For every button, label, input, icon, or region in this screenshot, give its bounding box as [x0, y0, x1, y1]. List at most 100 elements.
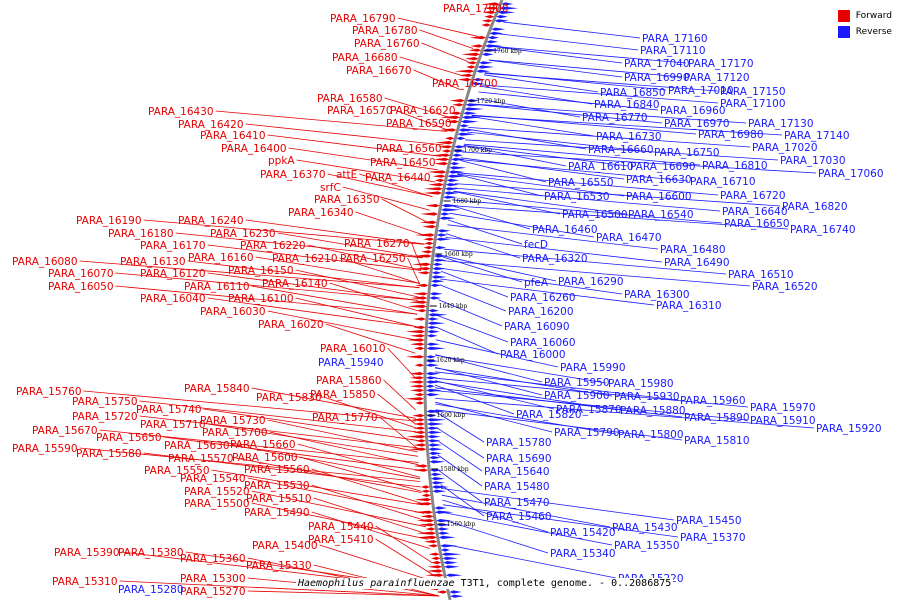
forward-gene-arrow: [413, 426, 426, 430]
leader-line: [449, 212, 595, 238]
leader-line: [460, 157, 625, 180]
forward-gene-arrow: [434, 178, 445, 182]
gene-label: PARA_15600: [232, 452, 298, 464]
gene-label: PARA_15970: [750, 402, 816, 414]
gene-label: srfC: [320, 182, 341, 194]
reverse-gene-arrow: [426, 409, 446, 413]
reverse-gene-arrow: [426, 342, 440, 346]
reverse-gene-arrow: [447, 174, 467, 178]
leader-line: [463, 145, 567, 167]
forward-gene-arrow: [413, 443, 427, 447]
reverse-gene-arrow: [496, 15, 508, 19]
leader-line: [434, 384, 515, 415]
reverse-gene-arrow: [441, 204, 460, 208]
gene-label: PARA_15870: [556, 404, 622, 416]
reverse-gene-arrow: [501, 2, 514, 6]
reverse-gene-arrow: [426, 418, 447, 422]
gene-label: PARA_16530: [544, 191, 610, 203]
gene-label: PARA_15430: [612, 522, 678, 534]
gene-label: PARA_16190: [76, 215, 142, 227]
forward-gene-arrow: [424, 540, 438, 544]
tick-label: 1660 kbp: [444, 251, 473, 258]
gene-label: PARA_16300: [624, 289, 690, 301]
gene-label: PARA_15850: [310, 389, 376, 401]
reverse-gene-arrow: [427, 435, 441, 439]
reverse-gene-arrow: [431, 481, 445, 485]
forward-swatch: [837, 10, 850, 22]
gene-label: PARA_16850: [600, 87, 666, 99]
gene-label: PARA_16550: [548, 177, 614, 189]
reverse-gene-arrow: [473, 78, 485, 82]
reverse-gene-arrow: [426, 393, 440, 397]
forward-gene-arrow: [412, 292, 428, 296]
genome-caption: Haemophilus parainfluenzae T3T1, complet…: [296, 578, 674, 589]
gene-label: PARA_15740: [136, 404, 202, 416]
gene-label: PARA_16310: [656, 300, 722, 312]
gene-label: PARA_17110: [640, 45, 706, 57]
forward-gene-arrow: [417, 271, 430, 275]
reverse-gene-arrow: [476, 69, 490, 73]
leader-line: [438, 299, 503, 327]
reverse-gene-arrow: [439, 216, 456, 220]
tick-label: 1720 kbp: [477, 98, 506, 105]
gene-label: PARA_16450: [370, 157, 436, 169]
gene-label: PARA_16400: [221, 143, 287, 155]
gene-label: PARA_16140: [262, 278, 328, 290]
forward-gene-arrow: [440, 115, 460, 119]
reverse-gene-arrow: [434, 506, 447, 510]
legend-forward: Forward: [837, 8, 892, 24]
gene-label: PARA_16580: [317, 93, 383, 105]
leader-line: [79, 447, 421, 482]
legend-reverse-label: Reverse: [855, 27, 892, 37]
reverse-gene-arrow: [429, 296, 441, 300]
forward-gene-arrow: [409, 372, 425, 376]
leader-line: [467, 128, 587, 150]
forward-gene-arrow: [409, 342, 425, 346]
gene-label: PARA_15720: [72, 411, 138, 423]
reverse-gene-arrow: [459, 124, 469, 128]
tick-label: 1760 kbp: [493, 48, 522, 55]
leader-line: [453, 191, 561, 215]
gene-label: PARA_16650: [724, 218, 790, 230]
gene-label: fecD: [524, 239, 548, 251]
forward-gene-arrow: [459, 73, 473, 77]
gene-label: PARA_16740: [790, 224, 856, 236]
forward-gene-arrow: [481, 19, 493, 23]
gene-label: PARA_16410: [200, 130, 266, 142]
gene-label: PARA_16960: [660, 105, 726, 117]
gene-label: PARA_16490: [664, 257, 730, 269]
leader-line: [457, 172, 719, 196]
leader-line: [115, 272, 419, 301]
reverse-gene-arrow: [445, 573, 463, 577]
gene-label: PARA_17100: [720, 98, 786, 110]
gene-label: PARA_15820: [516, 409, 582, 421]
leader-line: [384, 97, 452, 119]
leader-line: [383, 379, 416, 411]
caption-details: T3T1, complete genome. - 0..2086875: [454, 578, 672, 589]
leader-line: [267, 419, 418, 453]
gene-label: PARA_15930: [614, 391, 680, 403]
forward-gene-arrow: [481, 23, 491, 27]
gene-label: PARA_16370: [260, 169, 326, 181]
forward-gene-arrow: [414, 233, 435, 237]
forward-gene-arrow: [407, 304, 427, 308]
gene-label: PARA_16170: [140, 240, 206, 252]
reverse-gene-arrow: [430, 283, 441, 287]
leader-line: [437, 454, 483, 487]
reverse-gene-arrow: [427, 330, 440, 334]
leader-line: [143, 219, 425, 245]
leader-line: [471, 115, 783, 136]
forward-gene-arrow: [409, 376, 425, 380]
reverse-gene-arrow: [465, 103, 483, 107]
leader-line: [247, 590, 440, 597]
gene-label: PARA_15410: [308, 534, 374, 546]
forward-gene-arrow: [414, 510, 433, 514]
tick-label: 1620 kbp: [436, 357, 465, 364]
forward-gene-arrow: [413, 464, 428, 468]
gene-label: PARA_15990: [560, 362, 626, 374]
leader-line: [247, 557, 440, 597]
reverse-gene-arrow: [444, 565, 460, 569]
gene-label: PARA_15640: [484, 466, 550, 478]
leader-line: [440, 488, 675, 521]
gene-label: PARA_16210: [272, 253, 338, 265]
